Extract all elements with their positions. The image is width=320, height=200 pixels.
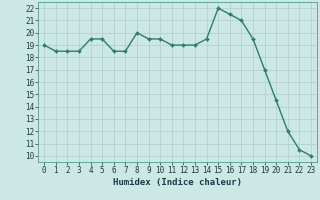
- X-axis label: Humidex (Indice chaleur): Humidex (Indice chaleur): [113, 178, 242, 187]
